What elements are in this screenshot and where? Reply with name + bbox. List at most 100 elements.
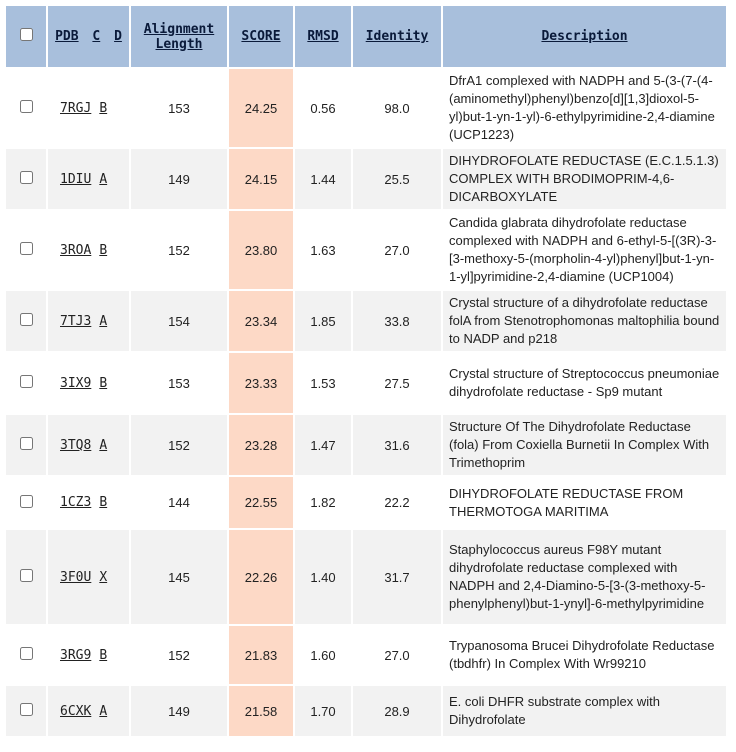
pdb-id-link[interactable]: 1DIU <box>60 171 92 187</box>
rmsd-cell: 1.85 <box>295 291 351 351</box>
row-checkbox-cell <box>6 415 46 475</box>
row-checkbox-cell <box>6 291 46 351</box>
alignment-length-label-line1[interactable]: Alignment <box>143 21 215 37</box>
row-checkbox[interactable] <box>19 647 33 660</box>
row-checkbox-cell <box>6 530 46 624</box>
description-cell: Staphylococcus aureus F98Y mutant dihydr… <box>443 530 726 624</box>
chain-link[interactable]: A <box>99 703 108 719</box>
select-all-checkbox[interactable] <box>19 28 33 41</box>
sort-identity-link[interactable]: Identity <box>365 29 429 44</box>
rmsd-header[interactable]: RMSD <box>295 6 351 67</box>
chain-link[interactable]: B <box>99 100 108 116</box>
rmsd-cell: 1.60 <box>295 626 351 684</box>
table-row: 6CXK A 149 21.58 1.70 28.9 E. coli DHFR s… <box>6 686 726 736</box>
score-cell: 21.58 <box>229 686 293 736</box>
row-checkbox[interactable] <box>19 313 33 326</box>
pdb-cell: 7RGJ B <box>48 69 129 147</box>
row-checkbox[interactable] <box>19 569 33 582</box>
row-checkbox[interactable] <box>19 703 33 716</box>
row-checkbox[interactable] <box>19 100 33 113</box>
table-row: 7RGJ B 153 24.25 0.56 98.0 DfrA1 complexe… <box>6 69 726 147</box>
row-checkbox-cell <box>6 686 46 736</box>
identity-cell: 27.0 <box>353 211 441 289</box>
pdb-id-link[interactable]: 3RG9 <box>60 647 92 663</box>
sort-d-link[interactable]: D <box>114 29 122 44</box>
row-checkbox-cell <box>6 69 46 147</box>
table-row: 7TJ3 A 154 23.34 1.85 33.8 Crystal struct… <box>6 291 726 351</box>
identity-header[interactable]: Identity <box>353 6 441 67</box>
alignment-length-cell: 154 <box>131 291 227 351</box>
table-row: 1CZ3 B 144 22.55 1.82 22.2 DIHYDROFOLATE … <box>6 477 726 528</box>
identity-cell: 33.8 <box>353 291 441 351</box>
identity-cell: 31.6 <box>353 415 441 475</box>
pdb-id-link[interactable]: 3ROA <box>60 242 92 258</box>
identity-cell: 27.0 <box>353 626 441 684</box>
score-cell: 23.33 <box>229 353 293 413</box>
table-row: 3RG9 B 152 21.83 1.60 27.0 Trypanosoma Br… <box>6 626 726 684</box>
identity-cell: 28.9 <box>353 686 441 736</box>
chain-link[interactable]: A <box>99 437 108 453</box>
alignment-length-cell: 149 <box>131 149 227 209</box>
alignment-length-label-line2[interactable]: Length <box>155 36 203 52</box>
score-cell: 22.26 <box>229 530 293 624</box>
row-checkbox-cell <box>6 626 46 684</box>
pdb-id-link[interactable]: 6CXK <box>60 703 92 719</box>
sort-description-link[interactable]: Description <box>541 29 628 44</box>
chain-link[interactable]: B <box>99 495 108 510</box>
score-cell: 21.83 <box>229 626 293 684</box>
rmsd-cell: 1.82 <box>295 477 351 528</box>
description-cell: DfrA1 complexed with NADPH and 5-(3-(7-(… <box>443 69 726 147</box>
chain-link[interactable]: B <box>99 647 108 663</box>
select-all-header <box>6 6 46 67</box>
identity-cell: 27.5 <box>353 353 441 413</box>
chain-link[interactable]: B <box>99 375 108 391</box>
description-cell: Crystal structure of a dihydrofolate red… <box>443 291 726 351</box>
row-checkbox-cell <box>6 211 46 289</box>
description-cell: E. coli DHFR substrate complex with Dihy… <box>443 686 726 736</box>
rmsd-cell: 1.44 <box>295 149 351 209</box>
rmsd-cell: 0.56 <box>295 69 351 147</box>
row-checkbox[interactable] <box>19 494 33 508</box>
pdb-id-link[interactable]: 3F0U <box>60 569 92 585</box>
alignment-length-cell: 149 <box>131 686 227 736</box>
score-cell: 23.80 <box>229 211 293 289</box>
row-checkbox[interactable] <box>19 375 33 388</box>
description-header[interactable]: Description <box>443 6 726 67</box>
row-checkbox[interactable] <box>19 242 33 255</box>
chain-link[interactable]: A <box>99 313 108 329</box>
pdb-cell: 3ROA B <box>48 211 129 289</box>
table-row: 3ROA B 152 23.80 1.63 27.0 Candida glabra… <box>6 211 726 289</box>
alignment-length-header[interactable]: Alignment Length <box>131 6 227 67</box>
alignment-length-cell: 152 <box>131 211 227 289</box>
row-checkbox[interactable] <box>19 171 33 184</box>
description-cell: Trypanosoma Brucei Dihydrofolate Reducta… <box>443 626 726 684</box>
identity-cell: 25.5 <box>353 149 441 209</box>
sort-pdb-link[interactable]: PDB <box>55 29 79 44</box>
row-checkbox[interactable] <box>19 437 33 450</box>
rmsd-cell: 1.63 <box>295 211 351 289</box>
pdb-cell: 7TJ3 A <box>48 291 129 351</box>
pdb-id-link[interactable]: 3IX9 <box>60 375 92 391</box>
identity-cell: 22.2 <box>353 477 441 528</box>
sort-rmsd-link[interactable]: RMSD <box>307 29 339 44</box>
rmsd-cell: 1.70 <box>295 686 351 736</box>
chain-link[interactable]: A <box>99 171 108 187</box>
chain-link[interactable]: B <box>99 242 108 258</box>
chain-link[interactable]: X <box>99 569 108 585</box>
alignment-length-cell: 145 <box>131 530 227 624</box>
description-cell: Candida glabrata dihydrofolate reductase… <box>443 211 726 289</box>
header-row: PDB C D Alignment Length SCORE RMSD Iden… <box>6 6 726 67</box>
pdb-cell: 1DIU A <box>48 149 129 209</box>
score-cell: 23.28 <box>229 415 293 475</box>
score-header[interactable]: SCORE <box>229 6 293 67</box>
description-cell: Structure Of The Dihydrofolate Reductase… <box>443 415 726 475</box>
sort-chain-link[interactable]: C <box>92 29 101 44</box>
sort-score-link[interactable]: SCORE <box>241 29 281 44</box>
pdb-cell: 3F0U X <box>48 530 129 624</box>
alignment-length-cell: 153 <box>131 69 227 147</box>
alignment-length-cell: 152 <box>131 415 227 475</box>
pdb-id-link[interactable]: 7TJ3 <box>60 313 92 329</box>
pdb-id-link[interactable]: 7RGJ <box>60 100 92 116</box>
pdb-id-link[interactable]: 3TQ8 <box>60 437 92 453</box>
pdb-id-link[interactable]: 1CZ3 <box>60 495 92 510</box>
